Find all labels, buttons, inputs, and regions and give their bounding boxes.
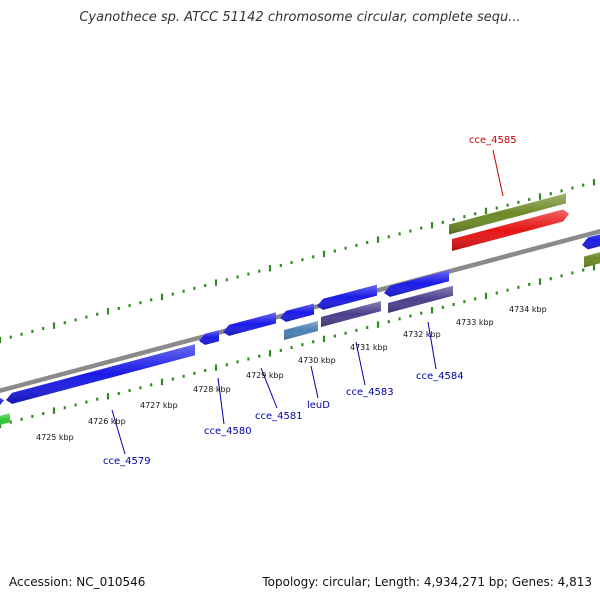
kbp-label: 4734 kbp: [509, 305, 547, 314]
gene-label-leuD[interactable]: leuD: [307, 400, 330, 411]
chromosome-title: Cyanothece sp. ATCC 51142 chromosome cir…: [79, 10, 521, 25]
leader-line-cce_4579: [111, 409, 126, 455]
gene-cce_4584-blue-shading: [384, 270, 449, 297]
kbp-label: 4731 kbp: [350, 343, 388, 352]
topology-text: Topology: circular; Length: 4,934,271 bp…: [262, 575, 592, 589]
accession-text: Accession: NC_010546: [9, 575, 146, 589]
gene-features: [0, 193, 600, 425]
gene-right-olive-shading: [584, 252, 600, 268]
leader-line-cce_4583: [355, 341, 366, 386]
leader-line-cce_4585: [492, 149, 504, 197]
kbp-label: 4730 kbp: [298, 356, 336, 365]
gene-label-cce_4580[interactable]: cce_4580: [204, 426, 252, 437]
leader-line-leuD: [310, 365, 319, 399]
kbp-label: 4726 kbp: [88, 417, 126, 426]
gene-right-blue-shading: [582, 234, 600, 250]
lower-tick-track: [0, 264, 596, 429]
gene-label-cce_4584[interactable]: cce_4584: [416, 371, 464, 382]
gene-leuD-steel-shading: [284, 321, 318, 340]
gene-cce_4584-shading: [388, 285, 453, 313]
kbp-label: 4729 kbp: [246, 371, 284, 380]
gene-cce_4583-blue-shading: [317, 284, 377, 310]
gene-left-green-shading: [0, 413, 10, 425]
gene-left-edge-blue-shading: [0, 397, 4, 406]
kbp-label: 4733 kbp: [456, 318, 494, 327]
leader-line-cce_4584: [427, 321, 437, 370]
gene-cce_4580-shading: [199, 330, 219, 345]
gene-label-cce_4585[interactable]: cce_4585: [469, 135, 517, 146]
gene-cce_4583-shading: [321, 301, 381, 327]
kbp-labels: 4725 kbp 4726 kbp 4727 kbp 4728 kbp 4729 kbp…: [36, 305, 547, 442]
gene-label-cce_4581[interactable]: cce_4581: [255, 411, 303, 422]
gene-label-cce_4579[interactable]: cce_4579: [103, 456, 151, 467]
gene-leuD-shading: [280, 303, 314, 322]
leader-line-cce_4581: [260, 367, 278, 409]
kbp-label: 4727 kbp: [140, 401, 178, 410]
kbp-label: 4728 kbp: [193, 385, 231, 394]
gene-label-cce_4583[interactable]: cce_4583: [346, 387, 394, 398]
label-leader-lines: [111, 149, 504, 455]
kbp-label: 4732 kbp: [403, 330, 441, 339]
kbp-label: 4725 kbp: [36, 433, 74, 442]
gene-cce_4585-olive-shading: [449, 193, 566, 235]
gene-cce_4585-shading: [452, 209, 569, 251]
leader-line-cce_4580: [217, 377, 225, 425]
gene-cce_4579-shading: [6, 344, 195, 404]
gene-cce_4581-shading: [223, 312, 276, 336]
upper-tick-track: [0, 179, 596, 344]
